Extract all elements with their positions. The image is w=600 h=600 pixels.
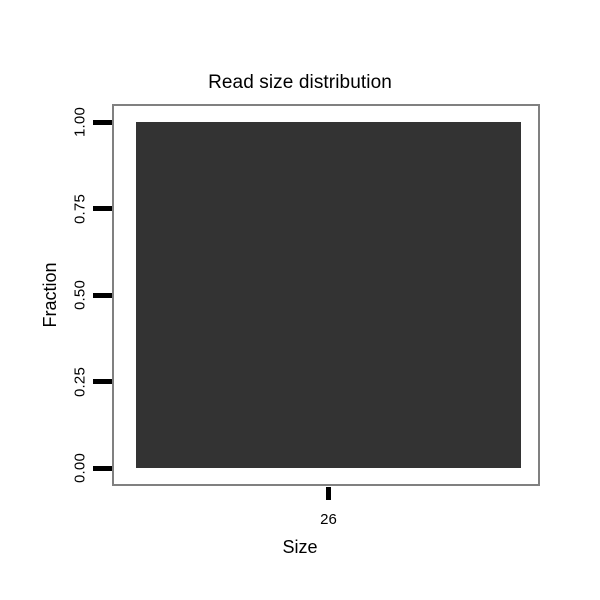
y-axis-tick-label: 0.50 bbox=[71, 280, 89, 310]
y-axis-tick bbox=[93, 206, 112, 211]
x-axis-title: Size bbox=[282, 537, 318, 557]
y-axis-tick bbox=[93, 465, 112, 471]
x-axis-tick-label: 26 bbox=[320, 511, 337, 528]
bar bbox=[136, 122, 521, 468]
chart-title: Read size distribution bbox=[208, 72, 392, 93]
x-axis-tick bbox=[326, 487, 331, 500]
y-axis-tick-label: 1.00 bbox=[71, 107, 89, 137]
y-axis-tick bbox=[93, 379, 112, 384]
plot-area bbox=[114, 106, 538, 484]
y-axis-tick-label: 0.25 bbox=[71, 366, 89, 397]
y-axis-tick bbox=[93, 292, 112, 298]
y-axis-tick bbox=[93, 119, 112, 125]
y-axis-title: Fraction bbox=[40, 262, 60, 328]
y-axis-tick-label: 0.75 bbox=[71, 193, 89, 224]
y-axis-tick-label: 0.00 bbox=[71, 453, 89, 483]
